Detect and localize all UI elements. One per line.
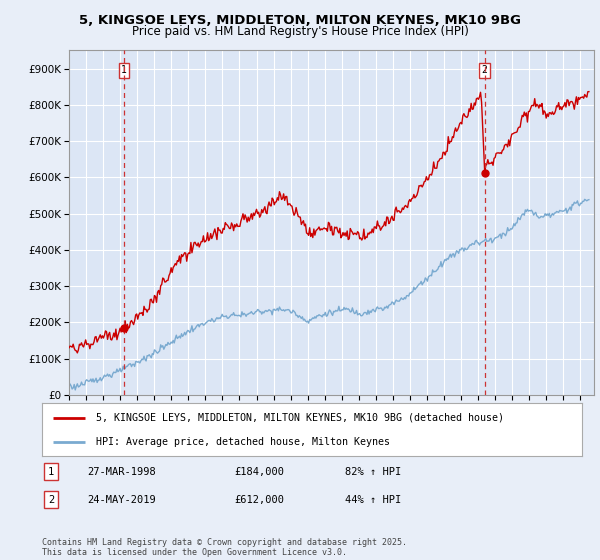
- Text: 24-MAY-2019: 24-MAY-2019: [87, 494, 156, 505]
- Text: 44% ↑ HPI: 44% ↑ HPI: [345, 494, 401, 505]
- Text: 5, KINGSOE LEYS, MIDDLETON, MILTON KEYNES, MK10 9BG (detached house): 5, KINGSOE LEYS, MIDDLETON, MILTON KEYNE…: [96, 413, 504, 423]
- Text: 1: 1: [121, 66, 127, 76]
- Text: 27-MAR-1998: 27-MAR-1998: [87, 466, 156, 477]
- Text: Price paid vs. HM Land Registry's House Price Index (HPI): Price paid vs. HM Land Registry's House …: [131, 25, 469, 38]
- Text: 2: 2: [48, 494, 54, 505]
- Text: 1: 1: [48, 466, 54, 477]
- Text: £184,000: £184,000: [234, 466, 284, 477]
- Text: £612,000: £612,000: [234, 494, 284, 505]
- Text: 5, KINGSOE LEYS, MIDDLETON, MILTON KEYNES, MK10 9BG: 5, KINGSOE LEYS, MIDDLETON, MILTON KEYNE…: [79, 14, 521, 27]
- Text: HPI: Average price, detached house, Milton Keynes: HPI: Average price, detached house, Milt…: [96, 437, 390, 447]
- Text: 2: 2: [482, 66, 488, 76]
- Text: Contains HM Land Registry data © Crown copyright and database right 2025.
This d: Contains HM Land Registry data © Crown c…: [42, 538, 407, 557]
- Text: 82% ↑ HPI: 82% ↑ HPI: [345, 466, 401, 477]
